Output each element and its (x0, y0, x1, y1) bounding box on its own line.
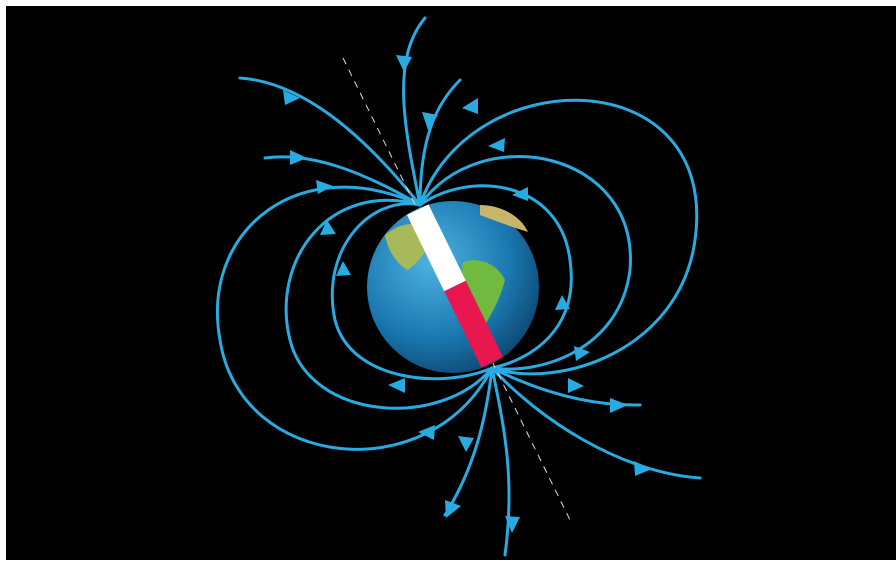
arrow (574, 346, 590, 361)
arrow (462, 98, 478, 114)
field-line (402, 16, 427, 207)
arrow (488, 138, 505, 152)
arrow (505, 516, 520, 533)
arrow (555, 295, 570, 310)
field-line (330, 202, 494, 381)
magnet-north (406, 204, 466, 292)
arrow (388, 378, 405, 393)
arrow (610, 398, 628, 413)
arrow (320, 220, 336, 235)
field-line (216, 185, 494, 451)
field-line (418, 98, 699, 376)
field-line (443, 366, 494, 517)
arrow (396, 55, 412, 72)
field-line (418, 155, 632, 371)
arrow (336, 261, 351, 276)
arrow (418, 425, 435, 440)
bar-magnet (406, 204, 504, 368)
arrows (283, 55, 652, 533)
magnet-south (444, 280, 504, 368)
field-line (238, 76, 422, 207)
field-line (490, 366, 511, 557)
arrow (568, 378, 584, 393)
field-line (284, 198, 494, 410)
arrow (316, 180, 333, 194)
arrow (445, 500, 461, 518)
arrow (290, 150, 307, 165)
arrow (512, 187, 528, 201)
arrow (458, 436, 474, 452)
arrow (283, 90, 300, 105)
field-lines (216, 16, 702, 557)
field-line (418, 78, 462, 207)
land (480, 205, 528, 232)
field-line (418, 184, 573, 370)
arrow (634, 461, 652, 476)
arrow (422, 112, 438, 130)
field-line (490, 366, 702, 480)
field-line (263, 155, 422, 207)
